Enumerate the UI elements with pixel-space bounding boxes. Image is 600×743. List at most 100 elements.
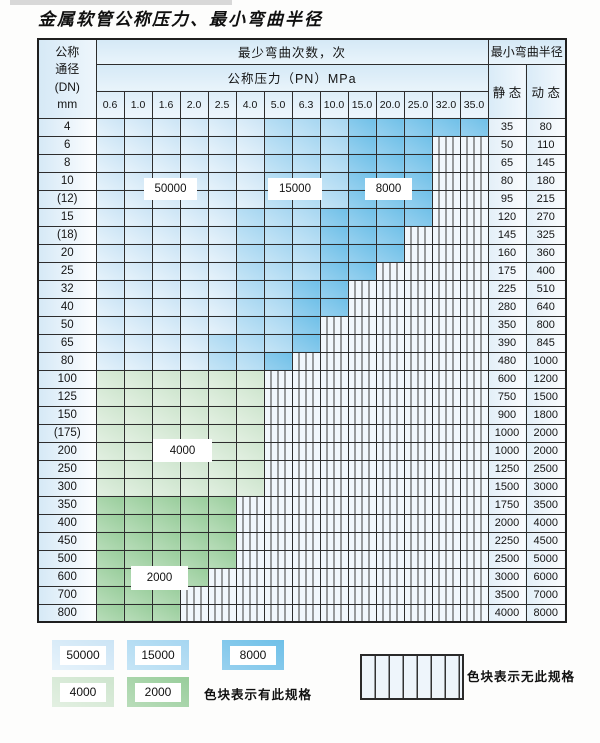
dn-cell: 300: [37, 477, 97, 497]
spec-cell: [95, 531, 125, 551]
no-spec-cell: [319, 531, 349, 551]
legend-swatch: 50000: [52, 640, 114, 670]
dn-cell: 4: [37, 117, 97, 137]
no-spec-cell: [431, 279, 461, 299]
legend-swatch: 2000: [127, 677, 189, 707]
static-value-cell: 350: [487, 315, 527, 335]
cycle-label: 8000: [366, 179, 411, 199]
spec-cell: [235, 351, 265, 371]
no-spec-cell: [375, 495, 405, 515]
no-spec-cell: [431, 315, 461, 335]
pressure-value-cell: 2.0: [179, 90, 209, 119]
spec-cell: [459, 117, 489, 137]
spec-cell: [207, 153, 237, 173]
spec-cell: [95, 135, 125, 155]
spec-cell: [123, 603, 153, 623]
spec-cell: [319, 279, 349, 299]
spec-cell: [207, 531, 237, 551]
pressure-value-cell: 1.6: [151, 90, 181, 119]
pressure-header: 公称压力（PN）MPa: [95, 63, 489, 92]
table-row: 600 3000 6000: [37, 567, 567, 587]
no-spec-cell: [431, 261, 461, 281]
spec-cell: [319, 171, 349, 191]
spec-cell: [263, 207, 293, 227]
no-spec-cell: [347, 567, 377, 587]
dn-cell: 400: [37, 513, 97, 533]
no-spec-cell: [263, 423, 293, 443]
spec-cell: [347, 243, 377, 263]
no-spec-cell: [375, 423, 405, 443]
static-value-cell: 3500: [487, 585, 527, 605]
spec-cell: [95, 333, 125, 353]
dynamic-value-cell: 145: [525, 153, 567, 173]
spec-cell: [123, 513, 153, 533]
no-spec-cell: [291, 351, 321, 371]
dynamic-value-cell: 1500: [525, 387, 567, 407]
no-spec-cell: [319, 603, 349, 623]
spec-cell: [123, 243, 153, 263]
spec-cell: [431, 117, 461, 137]
static-value-cell: 35: [487, 117, 527, 137]
no-spec-cell: [319, 333, 349, 353]
static-value-cell: 225: [487, 279, 527, 299]
spec-cell: [375, 117, 405, 137]
dn-cell: 10: [37, 171, 97, 191]
no-spec-cell: [403, 513, 433, 533]
spec-cell: [263, 225, 293, 245]
no-spec-cell: [431, 207, 461, 227]
table-row: 250 1250 2500: [37, 459, 567, 479]
no-spec-cell: [459, 549, 489, 569]
dynamic-value-cell: 4500: [525, 531, 567, 551]
spec-cell: [151, 549, 181, 569]
no-spec-cell: [375, 567, 405, 587]
static-value-cell: 160: [487, 243, 527, 263]
table-row: 800 4000 8000: [37, 603, 567, 623]
dn-cell: 20: [37, 243, 97, 263]
no-spec-cell: [347, 549, 377, 569]
no-spec-cell: [291, 549, 321, 569]
spec-cell: [123, 441, 153, 461]
spec-cell: [95, 459, 125, 479]
no-spec-cell: [459, 423, 489, 443]
spec-cell: [123, 261, 153, 281]
spec-cell: [179, 477, 209, 497]
no-spec-cell: [403, 567, 433, 587]
no-spec-cell: [207, 585, 237, 605]
spec-cell: [123, 477, 153, 497]
spec-cell: [95, 441, 125, 461]
spec-cell: [95, 387, 125, 407]
no-spec-cell: [319, 423, 349, 443]
spec-cell: [95, 405, 125, 425]
dn-cell: 32: [37, 279, 97, 299]
no-spec-cell: [319, 387, 349, 407]
no-spec-cell: [459, 495, 489, 515]
spec-cell: [151, 513, 181, 533]
legend-swatch: 8000: [222, 640, 284, 670]
no-spec-cell: [235, 603, 265, 623]
static-value-cell: 2250: [487, 531, 527, 551]
spec-cell: [123, 369, 153, 389]
no-spec-cell: [431, 459, 461, 479]
static-value-cell: 1750: [487, 495, 527, 515]
legend-has-spec-text: 色块表示有此规格: [204, 688, 313, 702]
spec-cell: [151, 495, 181, 515]
spec-cell: [403, 207, 433, 227]
spec-cell: [95, 369, 125, 389]
no-spec-cell: [431, 585, 461, 605]
dn-cell: 150: [37, 405, 97, 425]
spec-cell: [207, 261, 237, 281]
spec-cell: [235, 459, 265, 479]
no-spec-cell: [431, 297, 461, 317]
static-value-cell: 4000: [487, 603, 527, 623]
no-spec-cell: [403, 243, 433, 263]
dn-cell: 450: [37, 531, 97, 551]
spec-cell: [151, 369, 181, 389]
spec-cell: [95, 549, 125, 569]
no-spec-cell: [319, 351, 349, 371]
no-spec-cell: [375, 297, 405, 317]
no-spec-cell: [459, 351, 489, 371]
spec-cell: [179, 117, 209, 137]
no-spec-cell: [431, 387, 461, 407]
no-spec-cell: [431, 333, 461, 353]
